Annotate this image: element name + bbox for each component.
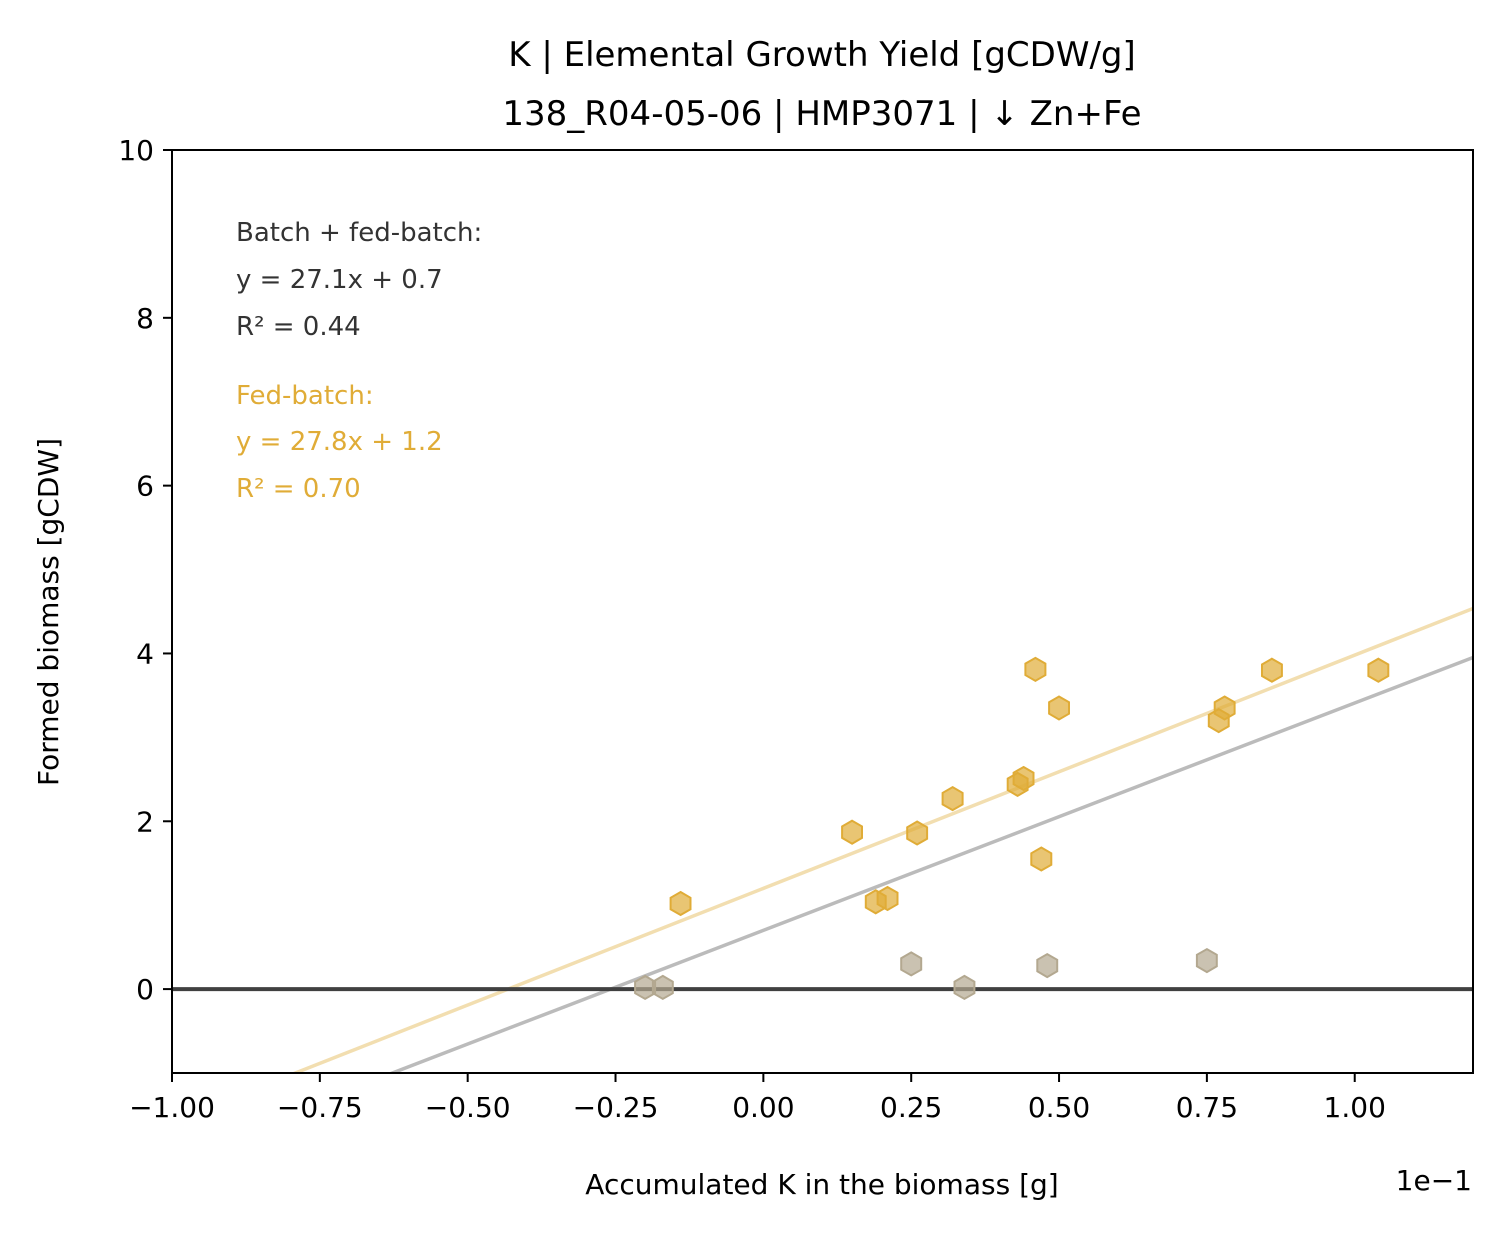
data-point <box>900 951 923 977</box>
data-point <box>1261 657 1283 683</box>
fed-batch-fit-r2: R² = 0.70 <box>236 474 361 504</box>
y-tick-label: 0 <box>136 973 154 1006</box>
data-point <box>651 974 674 1001</box>
fit-lines <box>290 606 1473 1073</box>
data-point <box>941 785 964 812</box>
x-tick-label: −0.50 <box>425 1091 511 1124</box>
y-tick-label: 4 <box>136 637 154 670</box>
data-point <box>1048 695 1070 721</box>
chart-title: K | Elemental Growth Yield [gCDW/g] <box>508 35 1136 75</box>
overall-fit-r2: R² = 0.44 <box>236 312 361 342</box>
x-axis-ticks: −1.00 −0.75 −0.50 −0.25 0.00 0.25 0.50 0.75 1.00 <box>129 1073 1386 1124</box>
overall-fit-annotation: Batch + fed-batch: y = 27.1x + 0.7 R² = … <box>236 218 482 342</box>
fed-batch-fit-annotation: Fed-batch: y = 27.8x + 1.2 R² = 0.70 <box>236 381 443 504</box>
x-tick-label: 1.00 <box>1324 1091 1386 1124</box>
data-point <box>669 890 692 917</box>
x-tick-label: −0.25 <box>573 1091 659 1124</box>
data-point <box>1036 952 1059 979</box>
fed-batch-fit-equation: y = 27.8x + 1.2 <box>236 427 443 457</box>
data-point <box>906 820 929 846</box>
fit-line-0 <box>387 655 1473 1073</box>
data-point <box>841 819 863 845</box>
data-point <box>953 974 976 1001</box>
y-tick-label: 10 <box>118 134 154 167</box>
plot-area <box>172 606 1473 1073</box>
x-tick-label: −0.75 <box>277 1091 363 1124</box>
data-points <box>634 656 1390 1001</box>
data-point <box>1012 765 1035 792</box>
y-axis-label: Formed biomass [gCDW] <box>32 438 65 786</box>
y-tick-label: 2 <box>136 805 154 838</box>
y-axis-ticks: 0 2 4 6 8 10 <box>118 134 172 1006</box>
overall-fit-equation: y = 27.1x + 0.7 <box>236 265 443 295</box>
x-axis-label: Accumulated K in the biomass [g] <box>585 1168 1058 1201</box>
x-tick-label: 0.00 <box>732 1091 794 1124</box>
x-tick-label: 0.25 <box>880 1091 942 1124</box>
fit-line-1 <box>290 606 1473 1073</box>
y-tick-label: 6 <box>136 470 154 503</box>
data-point <box>1030 846 1053 872</box>
data-point <box>1367 657 1390 683</box>
data-point <box>876 885 899 912</box>
data-point <box>1024 656 1047 683</box>
chart-subtitle: 138_R04-05-06 | HMP3071 | ↓ Zn+Fe <box>502 94 1141 134</box>
data-point <box>1213 695 1236 721</box>
fed-batch-fit-heading: Fed-batch: <box>236 381 374 411</box>
plot-frame <box>171 149 1474 1074</box>
x-tick-label: 0.50 <box>1028 1091 1090 1124</box>
x-tick-label: −1.00 <box>129 1091 215 1124</box>
x-axis-offset-text: 1e−1 <box>1396 1164 1472 1197</box>
y-tick-label: 8 <box>136 302 154 335</box>
x-tick-label: 0.75 <box>1176 1091 1238 1124</box>
overall-fit-heading: Batch + fed-batch: <box>236 218 482 248</box>
data-point <box>1195 947 1218 974</box>
